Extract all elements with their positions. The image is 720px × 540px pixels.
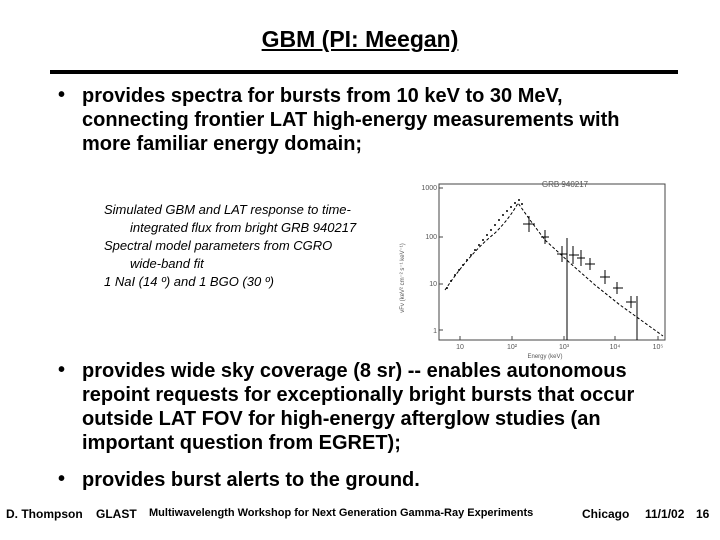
x-tick-1: 10: [456, 344, 464, 351]
bullet-marker-2: •: [58, 359, 66, 381]
x-tick-4: 10⁴: [610, 344, 621, 351]
bullet-text-2: provides wide sky coverage (8 sr) -- ena…: [82, 359, 634, 455]
caption-line-2: integrated flux from bright GRB 940217: [130, 220, 357, 235]
footer-date: 11/1/02: [645, 507, 685, 521]
title-divider: [50, 70, 678, 74]
bullet-2-line-1: provides wide sky coverage (8 sr) -- ena…: [82, 360, 627, 382]
caption-line-1: Simulated GBM and LAT response to time-: [104, 202, 351, 217]
bullet-marker-3: •: [58, 468, 66, 490]
plot-frame: [438, 183, 666, 341]
footer-page-number: 16: [696, 507, 710, 521]
caption-line-3: Spectral model parameters from CGRO: [104, 238, 333, 253]
footer-event: Multiwavelength Workshop for Next Genera…: [149, 507, 534, 519]
x-tick-2: 10²: [507, 344, 518, 351]
footer-author: D. Thompson: [6, 507, 83, 521]
y-tick-100: 100: [425, 234, 437, 241]
lat-data-points: [523, 216, 638, 340]
gbm-data-points: [446, 199, 523, 289]
footer-place: Chicago: [582, 507, 630, 521]
bullet-2-line-4: important question from EGRET);: [82, 432, 401, 454]
y-tick-10: 10: [429, 281, 437, 288]
bullet-text-3: provides burst alerts to the ground.: [82, 468, 420, 492]
model-curve: [444, 202, 664, 337]
caption-line-5: 1 NaI (14 º) and 1 BGO (30 º): [104, 274, 274, 289]
caption-line-4: wide-band fit: [130, 256, 204, 271]
bullet-marker-1: •: [58, 84, 66, 106]
bullet-3-line-1: provides burst alerts to the ground.: [82, 469, 420, 491]
figure-title: GRB 940217: [542, 180, 589, 189]
bullet-1-line-1: provides spectra for bursts from 10 keV …: [82, 85, 563, 107]
figure-caption: Simulated GBM and LAT response to time- …: [104, 201, 356, 291]
y-tick-1000: 1000: [421, 185, 437, 192]
spectrum-figure: νFν (keV² cm⁻² s⁻¹ keV⁻¹) GRB 940217 100…: [400, 180, 666, 360]
footer-project: GLAST: [96, 507, 137, 521]
figure-ylabel: νFν (keV² cm⁻² s⁻¹ keV⁻¹): [400, 243, 406, 313]
figure-xlabel: Energy (keV): [527, 354, 562, 360]
bullet-1-line-3: more familiar energy domain;: [82, 133, 363, 155]
bullet-2-line-3: outside LAT FOV for high-energy afterglo…: [82, 408, 601, 430]
x-tick-3: 10³: [559, 344, 570, 351]
bullet-text-1: provides spectra for bursts from 10 keV …: [82, 84, 619, 156]
bullet-1-line-2: connecting frontier LAT high-energy meas…: [82, 109, 620, 131]
bullet-2-line-2: repoint requests for exceptionally brigh…: [82, 384, 635, 406]
y-tick-1: 1: [433, 328, 437, 335]
x-tick-5: 10⁵: [653, 344, 664, 351]
slide-title: GBM (PI: Meegan): [261, 26, 459, 52]
